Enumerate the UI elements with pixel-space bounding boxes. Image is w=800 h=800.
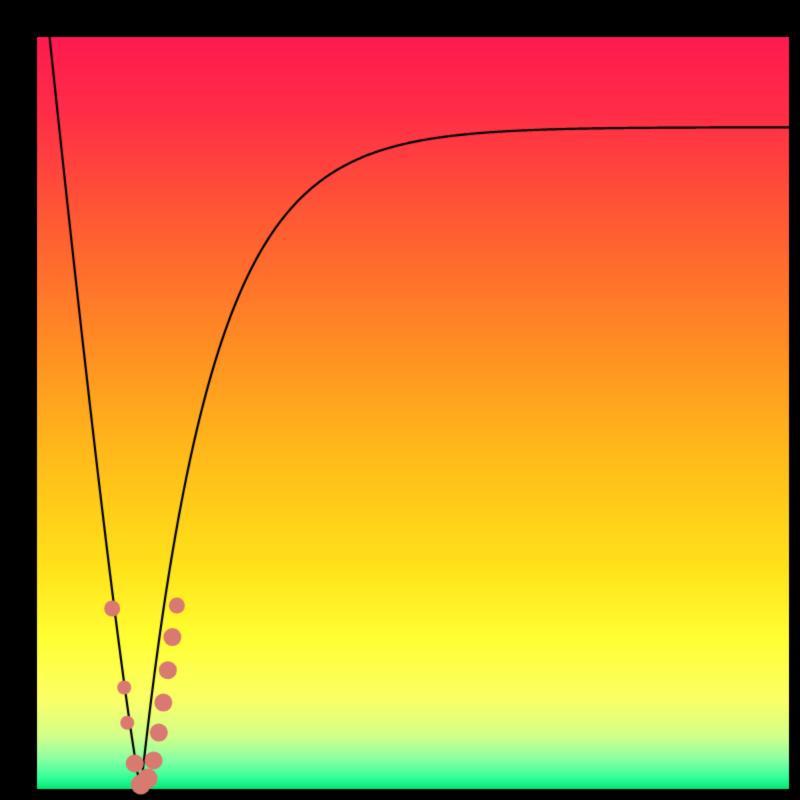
bottleneck-chart-canvas: [0, 0, 800, 800]
chart-frame: TheBottleneck.com: [0, 0, 800, 800]
